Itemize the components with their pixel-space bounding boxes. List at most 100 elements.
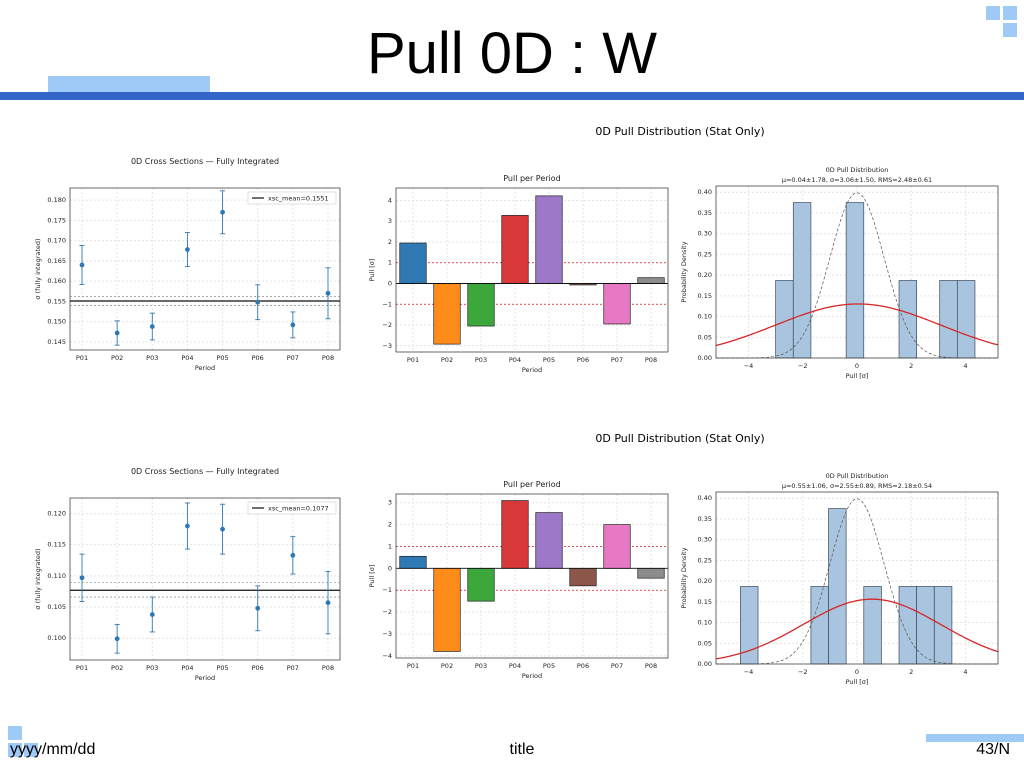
data-point <box>255 605 261 611</box>
y-tick-label: 0.40 <box>698 188 712 196</box>
plot-frame <box>715 491 999 665</box>
x-axis-label: Period <box>195 674 215 682</box>
corner-square <box>986 6 1000 20</box>
y-tick-label: 0.115 <box>47 541 66 549</box>
y-tick-label: 0.30 <box>698 536 712 544</box>
corner-square <box>8 743 22 757</box>
y-axis-label: Pull [σ] <box>368 565 376 588</box>
y-tick-label: 0.100 <box>47 634 66 642</box>
figure-title: 0D Pull Distribution (Stat Only) <box>595 125 765 138</box>
y-tick-label: 0.105 <box>47 603 66 611</box>
plot-frame <box>69 497 341 661</box>
histogram-bin <box>845 202 865 359</box>
bar <box>569 567 597 587</box>
x-tick-label: P01 <box>76 664 88 672</box>
plot-frame <box>395 187 669 353</box>
x-tick-label: P07 <box>287 664 299 672</box>
cross-section-chart-bottom: 0D Cross Sections — Fully Integrated 0.10… <box>34 467 341 682</box>
x-tick-label: P01 <box>407 356 419 364</box>
x-tick-label: P03 <box>475 662 487 670</box>
y-tick-label: −1 <box>382 586 392 594</box>
gaussian-fit-curve <box>715 598 999 660</box>
x-tick-label: P06 <box>577 356 589 364</box>
y-tick-label: 0.00 <box>698 354 712 362</box>
x-tick-label: P04 <box>181 354 193 362</box>
x-tick-label: −4 <box>744 362 754 370</box>
y-tick-label: −3 <box>382 630 392 638</box>
footer-accent-bar <box>926 734 1024 742</box>
y-tick-label: 0.35 <box>698 515 712 523</box>
chart-title: 0D Cross Sections — Fully Integrated <box>131 467 279 476</box>
y-axis-label: Probability Density <box>680 547 688 608</box>
x-tick-label: P05 <box>216 354 228 362</box>
y-tick-label: 0.30 <box>698 230 712 238</box>
x-tick-label: 0 <box>855 362 859 370</box>
y-axis-label: Pull [σ] <box>368 259 376 282</box>
bar <box>433 283 461 345</box>
data-point <box>325 290 331 296</box>
y-tick-label: 0.170 <box>47 237 66 245</box>
y-tick-label: 0.145 <box>47 338 66 346</box>
legend-label: xsc_mean=0.1077 <box>268 505 329 513</box>
bar <box>501 215 529 284</box>
data-point <box>114 330 120 336</box>
plot-frame <box>715 185 999 359</box>
data-point <box>149 612 155 617</box>
x-tick-label: P07 <box>287 354 299 362</box>
data-point <box>79 262 85 268</box>
legend-box <box>247 501 337 515</box>
x-axis-label: Period <box>522 672 542 680</box>
chart-title: 0D Cross Sections — Fully Integrated <box>131 157 279 166</box>
x-tick-label: P02 <box>441 356 453 364</box>
x-tick-label: P03 <box>146 664 158 672</box>
legend-box <box>247 191 337 205</box>
x-tick-label: 4 <box>963 668 967 676</box>
x-tick-label: −2 <box>798 362 808 370</box>
figure-title: 0D Pull Distribution (Stat Only) <box>595 432 765 445</box>
y-axis-label: Probability Density <box>680 241 688 302</box>
x-tick-label: P08 <box>322 354 334 362</box>
x-tick-label: P04 <box>509 356 521 364</box>
x-tick-label: P05 <box>216 664 228 672</box>
bar <box>535 195 563 284</box>
y-tick-label: 0 <box>388 279 392 287</box>
footer-page-number: 43/N <box>976 741 1010 758</box>
title-accent-block <box>48 76 210 92</box>
y-axis-label: σ (fully integrated) <box>34 548 42 609</box>
cross-section-chart-top: 0D Cross Sections — Fully Integrated 0.14… <box>34 157 341 372</box>
x-tick-label: P01 <box>76 354 88 362</box>
corner-square <box>1003 23 1017 37</box>
title-underline-bar <box>0 92 1024 100</box>
bar <box>637 567 665 579</box>
x-axis-label: Pull [σ] <box>846 678 869 686</box>
x-tick-label: 2 <box>909 362 913 370</box>
histogram-bin <box>863 586 882 665</box>
data-point <box>220 209 225 215</box>
x-tick-label: P08 <box>645 356 657 364</box>
x-tick-label: P02 <box>111 664 123 672</box>
x-tick-label: −4 <box>744 668 754 676</box>
bar <box>603 524 631 569</box>
chart-title: 0D Pull Distribution <box>826 166 889 174</box>
bar <box>467 567 495 602</box>
pull-distribution-chart-bottom: 0D Pull Distribution μ=0.55±1.06, σ=2.55±… <box>680 472 999 686</box>
y-tick-label: 0.10 <box>698 313 712 321</box>
slide-title: Pull 0D : W <box>366 21 658 86</box>
y-tick-label: 0.155 <box>47 297 66 305</box>
footer-date: yyyy/mm/dd <box>10 741 96 758</box>
footer-title: title <box>509 741 535 758</box>
chart-subtitle: μ=0.04±1.78, σ=3.06±1.50, RMS=2.48±0.61 <box>782 176 932 184</box>
x-tick-label: −2 <box>798 668 808 676</box>
y-tick-label: 0.165 <box>47 257 66 265</box>
histogram-bin <box>898 280 918 359</box>
x-axis-label: Period <box>195 364 215 372</box>
x-tick-label: P01 <box>407 662 419 670</box>
y-tick-label: −3 <box>382 342 392 350</box>
standard-normal-curve <box>716 498 998 665</box>
y-tick-label: −4 <box>382 652 392 660</box>
histogram-bin <box>939 280 958 359</box>
x-tick-label: P03 <box>146 354 158 362</box>
y-tick-label: −1 <box>382 300 392 308</box>
y-tick-label: 4 <box>388 196 392 204</box>
